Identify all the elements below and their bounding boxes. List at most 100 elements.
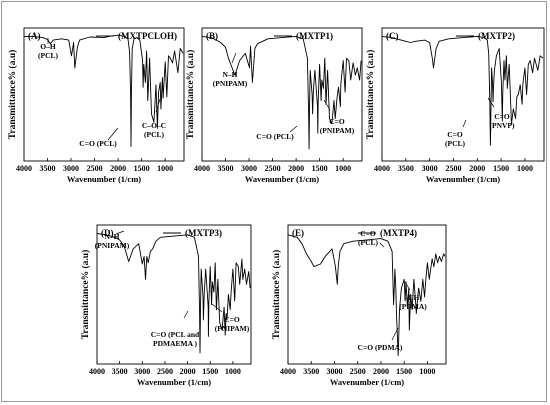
x-tick-label: 3500 xyxy=(303,367,319,376)
x-tick-label: 2000 xyxy=(469,164,485,173)
peak-annotation: C=O (PCL) xyxy=(79,139,117,148)
panel-label: (C) xyxy=(386,31,399,41)
spectrum-line xyxy=(96,233,251,354)
annotation-line: (PCL) xyxy=(445,139,465,148)
spectrum-line xyxy=(24,34,184,147)
y-axis-label: Transmittance% (a.u) xyxy=(7,50,18,140)
x-tick-label: 2000 xyxy=(110,164,126,173)
x-tick-label: 3500 xyxy=(112,367,128,376)
y-axis-label: Transmittance% (a.u) xyxy=(365,50,376,140)
x-tick-label: 1000 xyxy=(335,164,351,173)
peak-annotation: C=O (PDMA) xyxy=(358,343,403,352)
annotation-line: C=O (PCL and xyxy=(151,330,200,339)
x-tick-label: 1500 xyxy=(396,367,412,376)
spectrum-line xyxy=(287,234,446,356)
annotation-pointer xyxy=(107,127,119,141)
annotation-line: C=O xyxy=(329,117,345,126)
annotation-line: (PNVP) xyxy=(490,121,515,130)
y-axis-label: Transmittance% (a.u) xyxy=(80,250,91,340)
x-tick-label: 2000 xyxy=(373,367,389,376)
panel-label: (A) xyxy=(28,31,41,41)
plot-border xyxy=(96,224,252,365)
annotation-line: (PNIPAM) xyxy=(95,241,130,250)
annotation-line: (PCL) xyxy=(38,51,58,60)
annotation-pointer xyxy=(231,52,237,64)
x-tick-label: 2000 xyxy=(288,164,304,173)
x-tick-label: 4000 xyxy=(194,164,210,173)
x-tick-label: 3000 xyxy=(134,367,150,376)
x-tick-label: 1000 xyxy=(419,367,435,376)
annotation-line: (PCL) xyxy=(144,130,164,139)
x-tick-label: 3500 xyxy=(398,164,414,173)
x-tick-label: 2500 xyxy=(87,164,103,173)
annotation-line: PDMAEMA ) xyxy=(153,339,197,348)
y-axis-label: Transmittance% (a.u) xyxy=(271,250,282,340)
annotation-pointer xyxy=(487,97,495,108)
annotation-line: (PCL) xyxy=(358,238,378,247)
peak-annotation: O–H (PCL) xyxy=(38,42,58,60)
annotation-line: C=O (PCL) xyxy=(256,132,294,141)
peak-annotation: C=O (PCL) xyxy=(256,132,294,141)
plot-border xyxy=(287,224,447,365)
legend-entry: (MXTP1) xyxy=(296,31,333,41)
annotation-pointer xyxy=(379,242,385,248)
x-axis-label: Wavenumber (1/cm) xyxy=(67,174,141,184)
x-axis-label: Wavenumber (1/cm) xyxy=(137,377,211,387)
x-tick-label: 1500 xyxy=(312,164,328,173)
x-axis-label: Wavenumber (1/cm) xyxy=(330,377,404,387)
x-tick-label: 4000 xyxy=(89,367,105,376)
peak-annotation: C=O (PCL) xyxy=(445,130,465,148)
annotation-line: C=O (PDMA) xyxy=(358,343,403,352)
peak-annotation: C=O (PCL and PDMAEMA ) xyxy=(151,330,200,348)
panel-label: (D) xyxy=(101,228,114,238)
annotation-pointer xyxy=(155,98,161,113)
x-tick-label: 1500 xyxy=(134,164,150,173)
x-tick-label: 1000 xyxy=(225,367,241,376)
x-tick-label: 3000 xyxy=(326,367,342,376)
x-tick-label: 3500 xyxy=(218,164,234,173)
annotation-line: C=O xyxy=(360,229,376,238)
annotation-pointer xyxy=(462,119,467,128)
panel-label: (E) xyxy=(292,228,304,238)
x-tick-label: 2500 xyxy=(157,367,173,376)
x-tick-label: 3000 xyxy=(422,164,438,173)
peak-annotation: N–H (PNIPAM) xyxy=(95,232,130,250)
peak-annotation: C–O–C (PCL) xyxy=(142,121,166,139)
chart-panel-a: 4000 3500 3000 2500 2000 1500 1000 Wavenumber (… xyxy=(7,27,185,184)
annotation-pointer xyxy=(183,310,189,319)
plot-border xyxy=(23,27,185,162)
annotation-line: (PDMA) xyxy=(399,302,427,311)
annotation-line: C=O xyxy=(447,130,463,139)
annotation-line: C–O–C xyxy=(142,121,166,130)
peak-annotation: C=O (PNIPAM) xyxy=(215,315,250,333)
x-tick-label: 4000 xyxy=(374,164,390,173)
spectrum-line xyxy=(381,35,544,146)
annotation-line: C=O (PCL) xyxy=(79,139,117,148)
x-tick-label: 2500 xyxy=(265,164,281,173)
x-tick-label: 3000 xyxy=(63,164,79,173)
chart-panel-e: 4000 3500 3000 2500 2000 1500 1000 Wavenumber (… xyxy=(271,224,447,387)
legend-entry: (MXTP4) xyxy=(380,228,417,238)
x-tick-label: 2500 xyxy=(350,367,366,376)
peak-annotation: C=O (PNVP) xyxy=(490,112,515,130)
chart-panel-d: 4000 3500 3000 2500 2000 1500 1000 Wavenumber (… xyxy=(80,224,252,387)
annotation-line: (PNIPAM) xyxy=(215,324,250,333)
x-tick-label: 2500 xyxy=(445,164,461,173)
peak-annotation: N–H (PNIPAM) xyxy=(213,70,248,88)
annotation-line: N–H xyxy=(223,70,238,79)
x-tick-label: 3000 xyxy=(241,164,257,173)
peak-annotation: C=O (PCL) xyxy=(358,229,378,247)
legend-entry: (MXTP2) xyxy=(478,31,515,41)
x-tick-label: 4000 xyxy=(280,367,296,376)
annotation-pointer xyxy=(323,99,331,111)
x-tick-label: 1000 xyxy=(517,164,533,173)
annotation-line: O–H xyxy=(40,42,56,51)
annotation-line: N–H xyxy=(105,232,120,241)
chart-panel-c: 4000 3500 3000 2500 2000 1500 1000 Wavenumber (… xyxy=(365,27,545,184)
annotation-line: –CH₃ xyxy=(403,293,422,302)
annotation-pointer xyxy=(211,303,223,313)
chart-panel-b: 4000 3500 3000 2500 2000 1500 1000 Wavenumber (… xyxy=(185,27,363,184)
x-tick-label: 2000 xyxy=(180,367,196,376)
